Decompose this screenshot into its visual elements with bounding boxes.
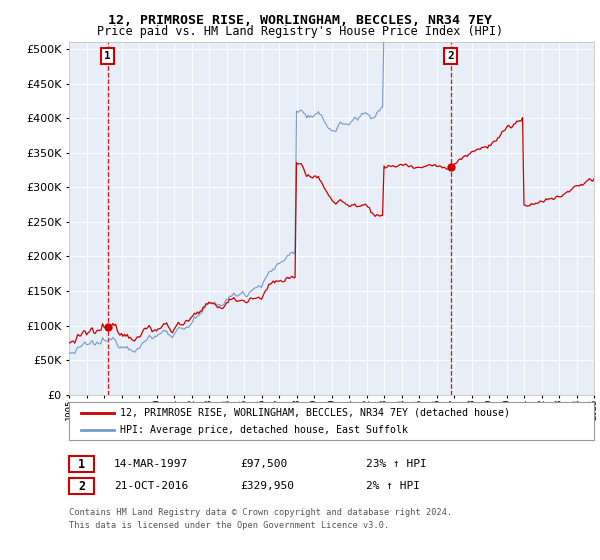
Text: 2: 2 (78, 479, 85, 493)
Text: 21-OCT-2016: 21-OCT-2016 (114, 481, 188, 491)
Text: £97,500: £97,500 (240, 459, 287, 469)
Text: 12, PRIMROSE RISE, WORLINGHAM, BECCLES, NR34 7EY: 12, PRIMROSE RISE, WORLINGHAM, BECCLES, … (108, 14, 492, 27)
Text: 1: 1 (78, 458, 85, 471)
Text: This data is licensed under the Open Government Licence v3.0.: This data is licensed under the Open Gov… (69, 521, 389, 530)
Text: HPI: Average price, detached house, East Suffolk: HPI: Average price, detached house, East… (120, 424, 408, 435)
Text: Price paid vs. HM Land Registry's House Price Index (HPI): Price paid vs. HM Land Registry's House … (97, 25, 503, 38)
Text: Contains HM Land Registry data © Crown copyright and database right 2024.: Contains HM Land Registry data © Crown c… (69, 508, 452, 517)
Text: £329,950: £329,950 (240, 481, 294, 491)
Text: 2: 2 (447, 51, 454, 61)
Text: 23% ↑ HPI: 23% ↑ HPI (366, 459, 427, 469)
Text: 2% ↑ HPI: 2% ↑ HPI (366, 481, 420, 491)
Text: 14-MAR-1997: 14-MAR-1997 (114, 459, 188, 469)
Text: 12, PRIMROSE RISE, WORLINGHAM, BECCLES, NR34 7EY (detached house): 12, PRIMROSE RISE, WORLINGHAM, BECCLES, … (120, 408, 510, 418)
Text: 1: 1 (104, 51, 111, 61)
